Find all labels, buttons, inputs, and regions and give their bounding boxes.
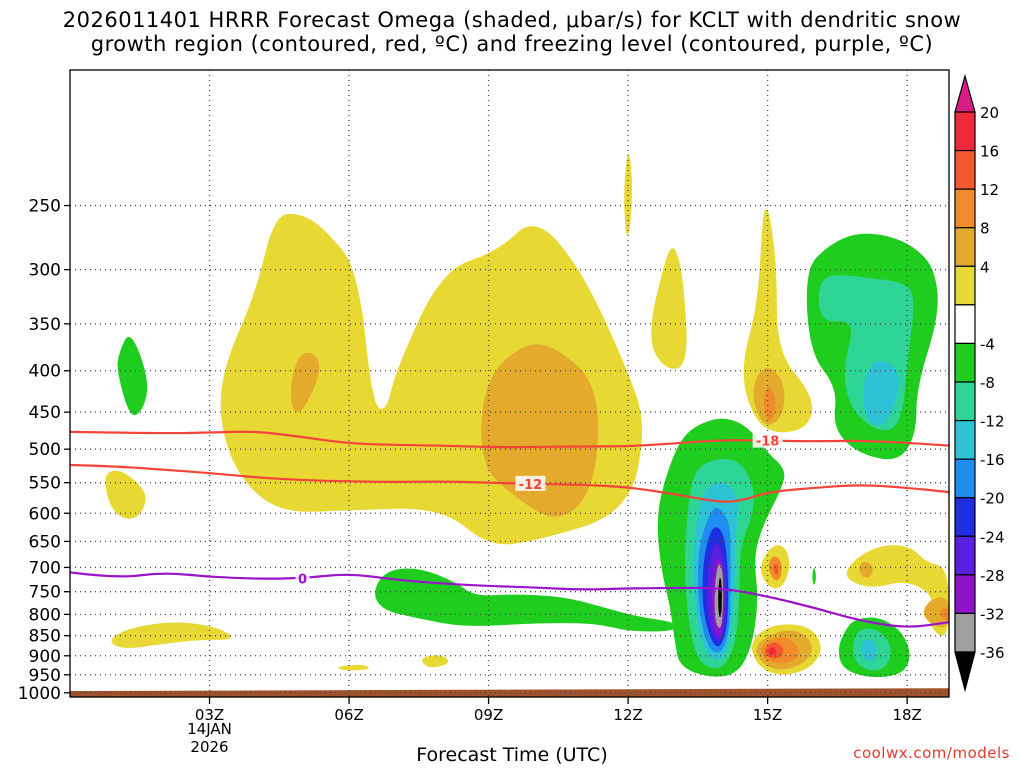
y-tick-label-500: 500 [29, 440, 61, 460]
y-tick-label-900: 900 [29, 647, 61, 667]
x-tick-label-12Z: 12Z [613, 706, 642, 724]
omega-region-sink-tiny-16z [812, 568, 816, 585]
date-label: 14JAN 2026 [170, 720, 250, 756]
chart-title-line2: growth region (contoured, red, ºC) and f… [90, 32, 934, 56]
y-tick-label-850: 850 [29, 627, 61, 647]
x-axis-label: Forecast Time (UTC) [416, 744, 608, 766]
contour-freezing-level-0 [70, 571, 949, 628]
colorbar: 20 16 12 8 4 -4 -8 -12 -16 -20 -24 -28 -32 -36 [954, 73, 1005, 693]
y-tick-label-300: 300 [29, 261, 61, 281]
colorbar-bin-8 [954, 381, 976, 422]
contour-label-bg-freezing-level-0 [295, 570, 310, 586]
chart-title-line1: 2026011401 HRRR Forecast Omega (shaded, … [62, 8, 962, 32]
x-tick-label-06Z: 06Z [334, 706, 363, 724]
colorbar-bin-5 [954, 265, 976, 306]
y-tick-label-950: 950 [29, 666, 61, 686]
plot-frame [69, 69, 950, 698]
y-tick-label-350: 350 [29, 315, 61, 335]
contour-lines: -18 -12 0 [70, 430, 949, 628]
x-tick-label-15Z: 15Z [753, 706, 782, 724]
colorbar-label-5: -4 [980, 335, 995, 353]
colorbar-label-11: -28 [980, 567, 1005, 585]
y-axis: 2503003504004505005506006507007508008509… [18, 197, 70, 704]
colorbar-label-7: -12 [980, 413, 1005, 431]
y-tick-label-1000: 1000 [18, 684, 61, 704]
contour-label-bg-snow-growth-minus12 [515, 475, 546, 491]
omega-region-rise-low-15z-peak [768, 647, 777, 655]
colorbar-bin-7 [954, 342, 976, 383]
colorbar-label-6: -8 [980, 374, 995, 392]
omega-region-rise-tiny-12z [624, 154, 632, 236]
colorbar-bin-1 [954, 111, 976, 152]
omega-region-rise-upper-15z-peak [763, 387, 776, 420]
y-tick-label-550: 550 [29, 474, 61, 494]
colorbar-label-12: -32 [980, 605, 1005, 623]
colorbar-bin-2 [954, 149, 976, 190]
colorbar-top-arrow [954, 73, 976, 113]
colorbar-bin-4 [954, 227, 976, 267]
y-tick-label-650: 650 [29, 532, 61, 552]
ground-layer [70, 688, 949, 697]
colorbar-label-2: 12 [980, 181, 999, 199]
omega-region-sink-mid-band [375, 568, 678, 632]
colorbar-label-10: -24 [980, 528, 1005, 546]
colorbar-bin-9 [954, 419, 976, 460]
colorbar-bottom-arrow [954, 651, 976, 693]
contour-label-snow-growth-minus18: -18 [756, 435, 780, 450]
ground-surface [70, 688, 949, 697]
y-tick-label-750: 750 [29, 583, 61, 603]
colorbar-label-8: -16 [980, 451, 1005, 469]
date-label-year: 2026 [190, 738, 229, 756]
source-credit: coolwx.com/models [853, 744, 1010, 762]
x-tick-label-03Z: 03Z [195, 706, 224, 724]
omega-region-sink-upper-right-cyan [862, 360, 899, 426]
contour-label-freezing-level-0: 0 [298, 572, 307, 587]
colorbar-bin-6 [954, 304, 976, 345]
contour-snow-growth-minus18 [70, 430, 949, 449]
colorbar-label-4: 4 [980, 258, 990, 276]
y-tick-label-250: 250 [29, 197, 61, 217]
colorbar-label-3: 8 [980, 220, 990, 238]
omega-region-rise-upper-12z [651, 248, 687, 369]
colorbar-bin-13 [954, 574, 976, 615]
omega-shading [105, 154, 949, 678]
y-tick-label-700: 700 [29, 558, 61, 578]
y-tick-label-600: 600 [29, 504, 61, 524]
colorbar-bin-10 [954, 458, 976, 499]
omega-region-sink-left-upper [117, 336, 148, 416]
date-label-day: 14JAN [187, 720, 232, 738]
omega-region-rise-upper-core [481, 344, 599, 517]
y-tick-label-800: 800 [29, 605, 61, 625]
omega-region-rise-tiny-08z [422, 655, 449, 668]
x-tick-label-09Z: 09Z [474, 706, 503, 724]
contour-label-snow-growth-minus12: -12 [519, 478, 543, 493]
omega-region-rise-small-left [290, 352, 320, 413]
omega-region-rise-tiny-06z [338, 665, 369, 671]
omega-region-rise-low-left [111, 622, 232, 649]
omega-region-sink-main-black [718, 577, 722, 618]
omega-region-rise-right-edge-core [923, 597, 949, 628]
colorbar-label-13: -36 [980, 644, 1005, 662]
colorbar-label-1: 16 [980, 143, 999, 161]
omega-region-rise-left-mid [105, 470, 146, 519]
omega-region-rise-right-edge-peak [940, 607, 949, 621]
contour-label-bg-snow-growth-minus18 [752, 432, 783, 448]
omega-region-rise-right-mid-core [859, 561, 873, 578]
colorbar-label-9: -20 [980, 490, 1005, 508]
colorbar-bin-14 [954, 612, 976, 653]
y-tick-label-400: 400 [29, 362, 61, 382]
omega-region-rise-low-15z-upper-peak [773, 563, 779, 575]
colorbar-bin-12 [954, 535, 976, 576]
x-axis: 03Z 06Z 09Z 12Z 15Z 18Z [195, 697, 922, 724]
x-tick-label-18Z: 18Z [892, 706, 921, 724]
colorbar-bin-3 [954, 188, 976, 229]
colorbar-bin-11 [954, 497, 976, 537]
colorbar-label-0: 20 [980, 104, 999, 122]
y-tick-label-450: 450 [29, 403, 61, 423]
